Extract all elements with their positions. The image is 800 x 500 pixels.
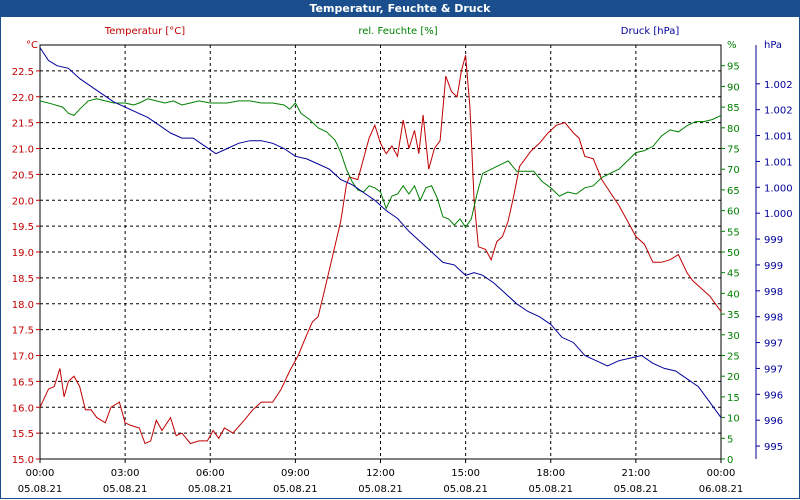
humidity-series-line [39, 98, 722, 229]
temp-tick-label: 21.5 [12, 119, 34, 130]
x-tick-label-date: 05.08.21 [614, 484, 659, 495]
temp-tick-label: 19.5 [12, 222, 34, 233]
humidity-tick-label: 45 [727, 269, 740, 280]
pressure-tick-label: 997 [764, 339, 783, 350]
pressure-unit-label: hPa [764, 40, 782, 51]
temp-tick-label: 19.0 [12, 248, 34, 259]
temp-tick-label: 20.0 [12, 196, 34, 207]
humidity-tick-label: 65 [727, 186, 740, 197]
x-tick-label-date: 05.08.21 [443, 484, 488, 495]
pressure-tick-label: 999 [764, 235, 783, 246]
pressure-tick-label: 1.001 [764, 132, 793, 143]
temp-tick-label: 15.0 [12, 455, 34, 466]
pressure-tick-label: 1.001 [764, 157, 793, 168]
temp-tick-label: 22.0 [12, 93, 34, 104]
humidity-tick-label: 80 [727, 124, 740, 135]
humidity-axis-label: rel. Feuchte [%] [358, 26, 437, 37]
temp-tick-label: 15.5 [12, 429, 34, 440]
pressure-tick-label: 1.000 [764, 183, 793, 194]
temp-tick-label: 18.0 [12, 300, 34, 311]
humidity-tick-label: 60 [727, 207, 740, 218]
pressure-series-line [39, 47, 722, 418]
pressure-tick-label: 1.002 [764, 106, 793, 117]
pressure-tick-label: 999 [764, 261, 783, 272]
x-tick-label-time: 18:00 [536, 468, 565, 479]
x-tick-label-date: 05.08.21 [528, 484, 573, 495]
temp-unit-label: °C [26, 40, 38, 51]
temp-tick-label: 22.5 [12, 67, 34, 78]
humidity-tick-label: 35 [727, 310, 740, 321]
humidity-tick-label: 15 [727, 393, 740, 404]
humidity-tick-label: 0 [727, 455, 733, 466]
x-tick-label-time: 06:00 [196, 468, 225, 479]
temp-tick-label: 20.5 [12, 170, 34, 181]
humidity-tick-label: 30 [727, 331, 740, 342]
humidity-tick-label: 75 [727, 145, 740, 156]
pressure-tick-label: 996 [764, 416, 783, 427]
pressure-tick-label: 996 [764, 390, 783, 401]
humidity-unit-label: % [727, 40, 737, 51]
temp-tick-label: 17.0 [12, 352, 34, 363]
humidity-tick-label: 10 [727, 414, 740, 425]
x-tick-label-time: 03:00 [111, 468, 140, 479]
humidity-tick-label: 95 [727, 62, 740, 73]
x-tick-label-time: 00:00 [26, 468, 55, 479]
x-tick-label-date: 05.08.21 [273, 484, 318, 495]
humidity-tick-label: 85 [727, 103, 740, 114]
temp-tick-label: 21.0 [12, 145, 34, 156]
temp-axis-label: Temperatur [°C] [104, 26, 185, 37]
humidity-tick-label: 50 [727, 248, 740, 259]
x-tick-label-time: 15:00 [451, 468, 480, 479]
temperature-series-line [39, 55, 722, 445]
humidity-tick-label: 20 [727, 372, 740, 383]
x-tick-label-time: 12:00 [366, 468, 395, 479]
humidity-tick-label: 55 [727, 227, 740, 238]
humidity-tick-label: 40 [727, 289, 740, 300]
temp-tick-label: 16.5 [12, 377, 34, 388]
x-tick-label-date: 06.08.21 [699, 484, 744, 495]
temp-tick-label: 18.5 [12, 274, 34, 285]
pressure-tick-label: 998 [764, 313, 783, 324]
x-tick-label-date: 05.08.21 [358, 484, 403, 495]
pressure-tick-label: 995 [764, 442, 783, 453]
x-tick-label-date: 05.08.21 [188, 484, 233, 495]
pressure-tick-label: 1.000 [764, 209, 793, 220]
pressure-tick-label: 997 [764, 364, 783, 375]
window-title: Temperatur, Feuchte & Druck [0, 0, 800, 17]
humidity-tick-label: 25 [727, 352, 740, 363]
humidity-tick-label: 5 [727, 434, 733, 445]
x-tick-label-date: 05.08.21 [103, 484, 148, 495]
pressure-tick-label: 1.002 [764, 80, 793, 91]
pressure-tick-label: 998 [764, 287, 783, 298]
temp-tick-label: 16.0 [12, 403, 34, 414]
pressure-axis-label: Druck [hPa] [621, 26, 680, 37]
x-tick-label-time: 09:00 [281, 468, 310, 479]
humidity-tick-label: 70 [727, 165, 740, 176]
x-tick-label-time: 21:00 [621, 468, 650, 479]
temp-tick-label: 17.5 [12, 326, 34, 337]
x-tick-label-date: 05.08.21 [18, 484, 63, 495]
humidity-tick-label: 90 [727, 82, 740, 93]
x-tick-label-time: 00:00 [707, 468, 736, 479]
